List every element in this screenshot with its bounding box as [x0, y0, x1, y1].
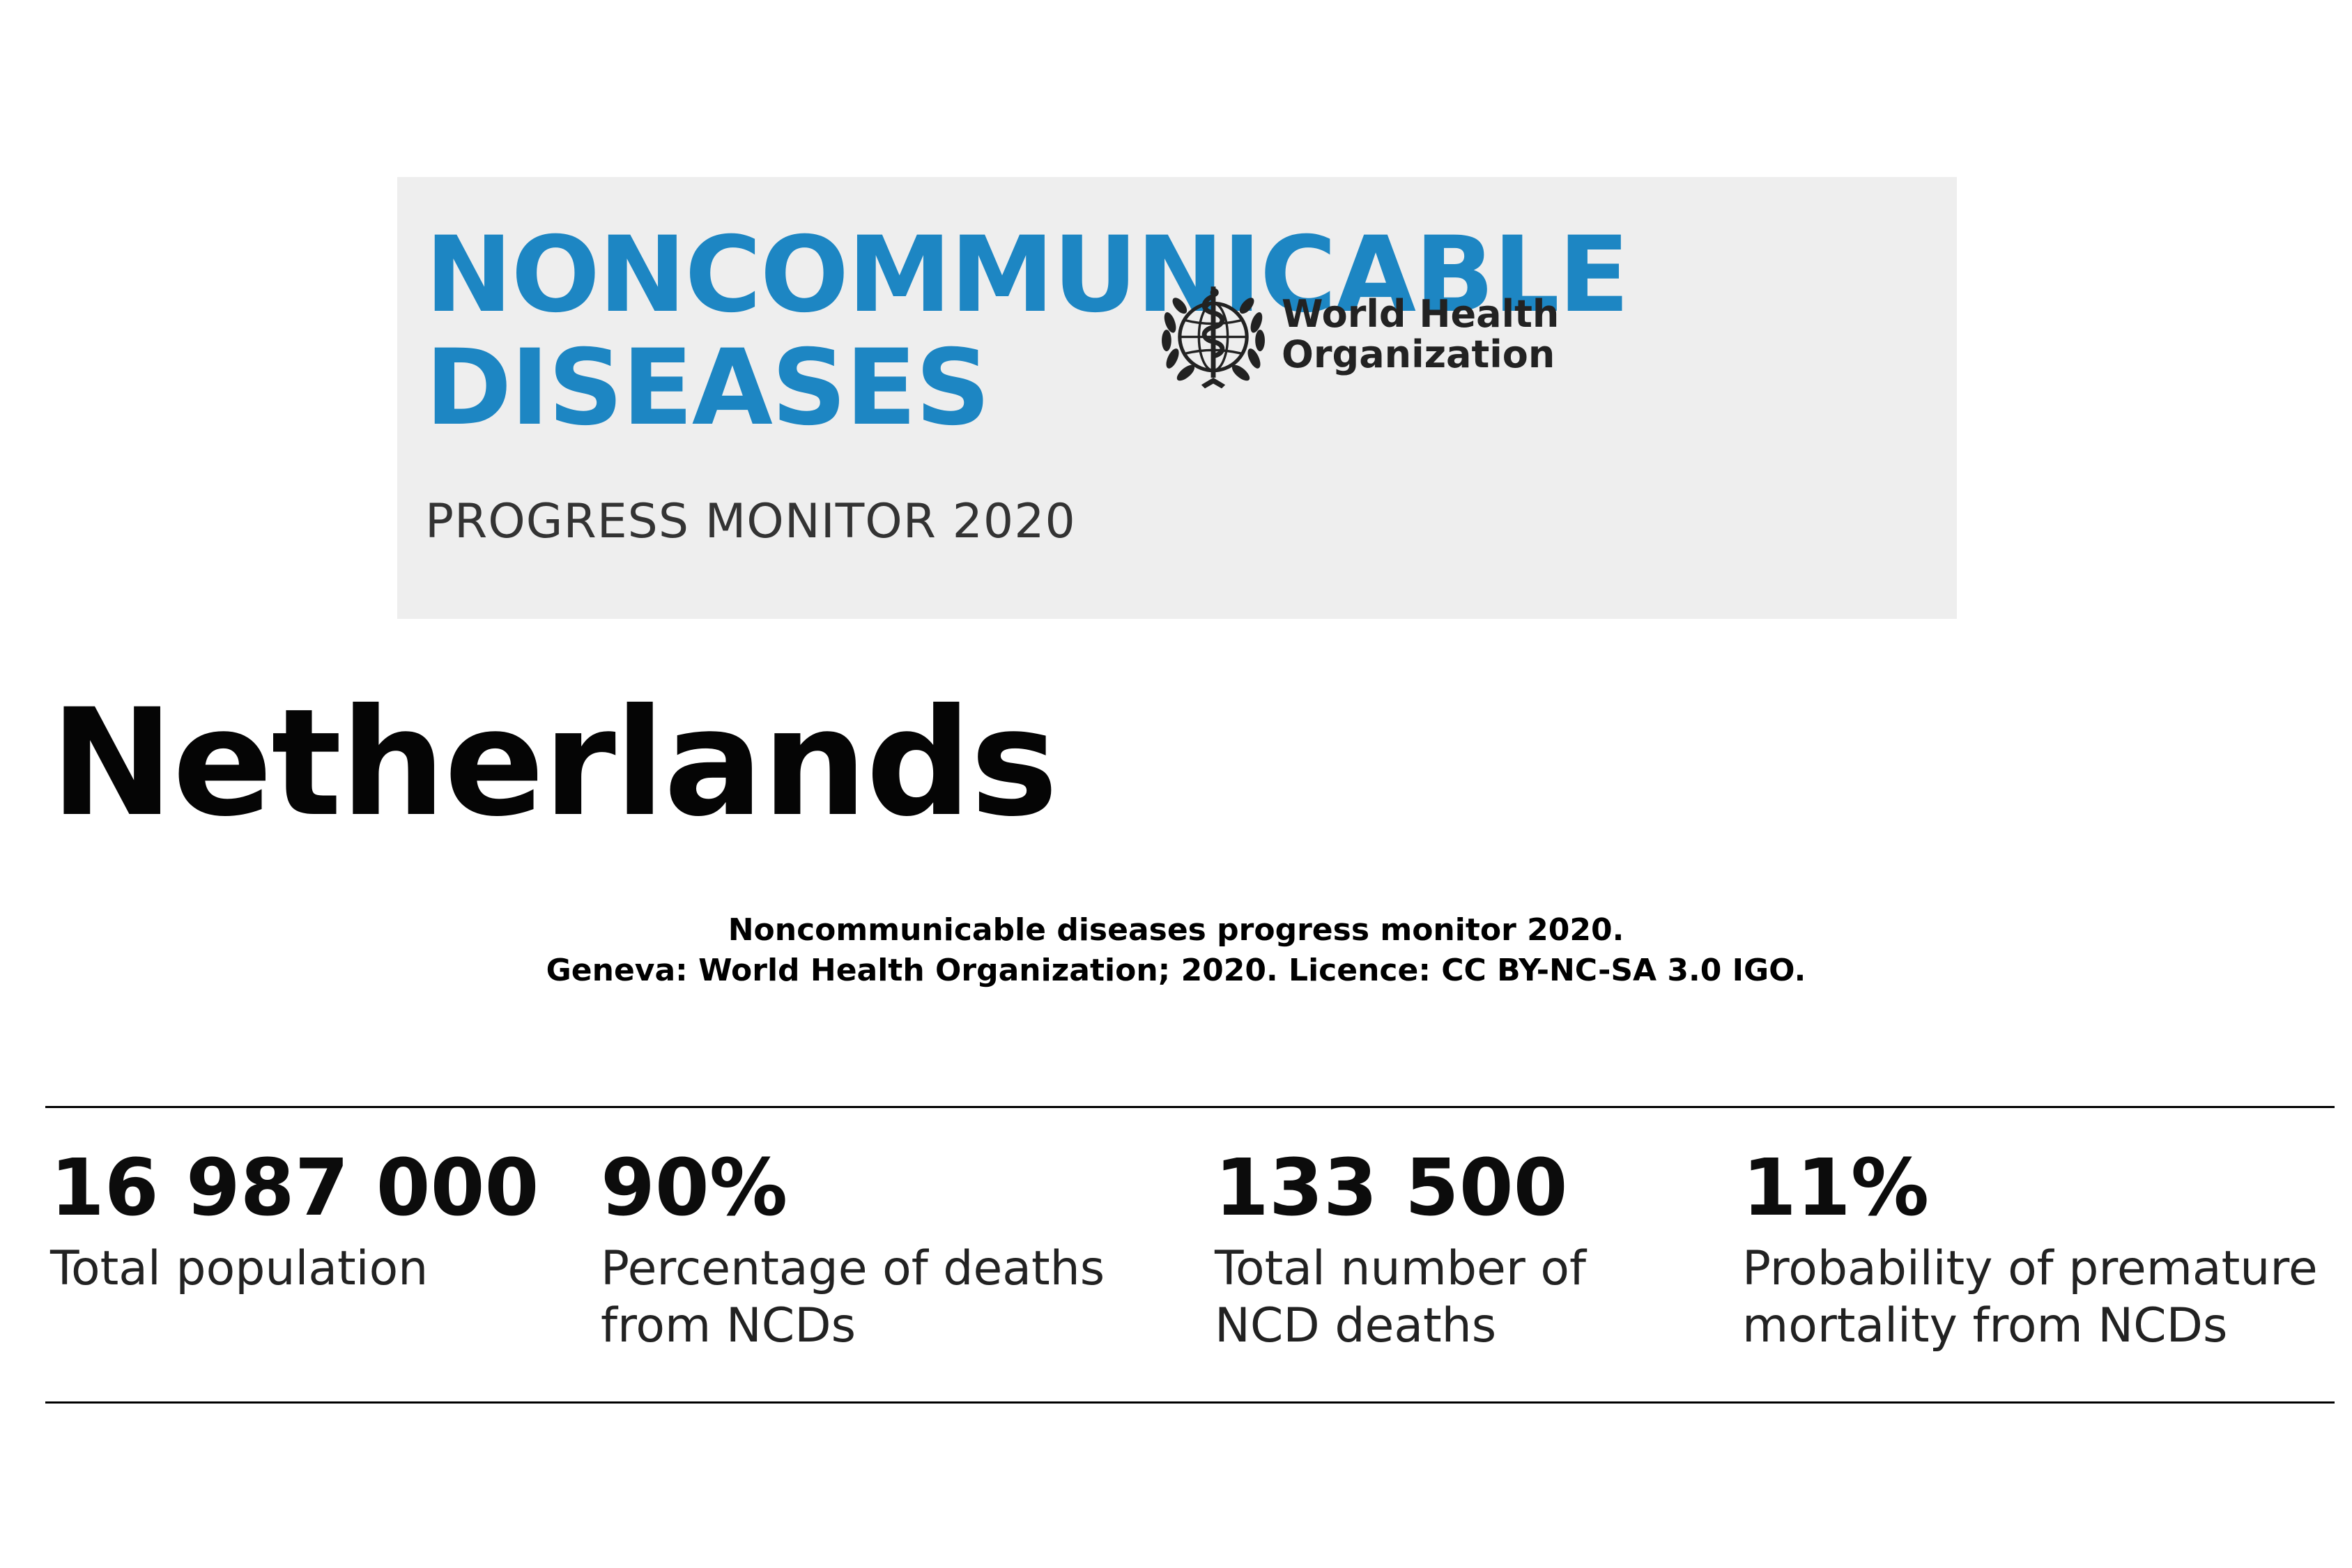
who-emblem-icon	[1162, 286, 1265, 389]
stat-label: Total number of NCD deaths	[1215, 1240, 1586, 1355]
stat-label-line2: NCD deaths	[1215, 1298, 1497, 1353]
stat-label: Percentage of deaths from NCDs	[601, 1240, 1105, 1355]
who-name-line2: Organization	[1282, 332, 1555, 376]
report-title-line1: NONCOMMUNICABLE	[425, 215, 1629, 336]
stat-value: 90%	[601, 1143, 788, 1233]
stat-total-population: 16 987 000 Total population	[50, 1143, 539, 1298]
report-title-line2: DISEASES	[425, 328, 990, 449]
stat-label-line2: mortality from NCDs	[1742, 1298, 2228, 1353]
stat-label-line1: Probability of premature	[1742, 1241, 2318, 1296]
stat-label: Probability of premature mortality from …	[1742, 1240, 2318, 1355]
citation: Noncommunicable diseases progress monito…	[0, 910, 2352, 991]
who-name-line1: World Health	[1282, 292, 1560, 336]
stat-ncd-deaths-total: 133 500 Total number of NCD deaths	[1215, 1143, 1586, 1355]
stat-value: 16 987 000	[50, 1143, 539, 1233]
stat-premature-mortality: 11% Probability of premature mortality f…	[1742, 1143, 2318, 1355]
top-divider	[45, 1106, 2335, 1108]
stat-ncd-death-percentage: 90% Percentage of deaths from NCDs	[601, 1143, 1105, 1355]
report-subtitle: PROGRESS MONITOR 2020	[425, 494, 1076, 549]
stat-label-line1: Total number of	[1215, 1241, 1586, 1296]
stat-label-line2: from NCDs	[601, 1298, 856, 1353]
citation-line2: Geneva: World Health Organization; 2020.…	[546, 953, 1806, 988]
report-title: NONCOMMUNICABLE DISEASES	[425, 215, 1629, 449]
stat-label-line1: Percentage of deaths	[601, 1241, 1105, 1296]
report-banner: NONCOMMUNICABLE DISEASES PROGRESS MONITO…	[397, 177, 1957, 619]
stat-label: Total population	[50, 1240, 539, 1298]
bottom-divider	[45, 1401, 2335, 1404]
who-organization-name: World Health Organization	[1282, 294, 1559, 375]
stat-label-line1: Total population	[50, 1241, 429, 1296]
stat-value: 133 500	[1215, 1143, 1568, 1233]
who-logo: World Health Organization	[1153, 275, 1559, 394]
citation-line1: Noncommunicable diseases progress monito…	[728, 912, 1624, 948]
stat-value: 11%	[1742, 1143, 1930, 1233]
country-name: Netherlands	[50, 677, 1058, 849]
